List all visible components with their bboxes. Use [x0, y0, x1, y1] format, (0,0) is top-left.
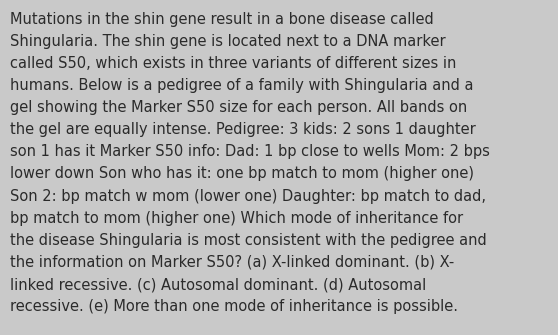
Text: Shingularia. The shin gene is located next to a DNA marker: Shingularia. The shin gene is located ne…: [10, 34, 446, 49]
Text: linked recessive. (c) Autosomal dominant. (d) Autosomal: linked recessive. (c) Autosomal dominant…: [10, 277, 426, 292]
Text: called S50, which exists in three variants of different sizes in: called S50, which exists in three varian…: [10, 56, 456, 71]
Text: gel showing the Marker S50 size for each person. All bands on: gel showing the Marker S50 size for each…: [10, 100, 467, 115]
Text: humans. Below is a pedigree of a family with Shingularia and a: humans. Below is a pedigree of a family …: [10, 78, 474, 93]
Text: the gel are equally intense. Pedigree: 3 kids: 2 sons 1 daughter: the gel are equally intense. Pedigree: 3…: [10, 122, 476, 137]
Text: Mutations in the shin gene result in a bone disease called: Mutations in the shin gene result in a b…: [10, 12, 434, 27]
Text: lower down Son who has it: one bp match to mom (higher one): lower down Son who has it: one bp match …: [10, 166, 474, 182]
Text: the disease Shingularia is most consistent with the pedigree and: the disease Shingularia is most consiste…: [10, 233, 487, 248]
Text: the information on Marker S50? (a) X-linked dominant. (b) X-: the information on Marker S50? (a) X-lin…: [10, 255, 454, 270]
Text: bp match to mom (higher one) Which mode of inheritance for: bp match to mom (higher one) Which mode …: [10, 211, 463, 226]
Text: son 1 has it Marker S50 info: Dad: 1 bp close to wells Mom: 2 bps: son 1 has it Marker S50 info: Dad: 1 bp …: [10, 144, 490, 159]
Text: recessive. (e) More than one mode of inheritance is possible.: recessive. (e) More than one mode of inh…: [10, 299, 458, 314]
Text: Son 2: bp match w mom (lower one) Daughter: bp match to dad,: Son 2: bp match w mom (lower one) Daught…: [10, 189, 486, 204]
